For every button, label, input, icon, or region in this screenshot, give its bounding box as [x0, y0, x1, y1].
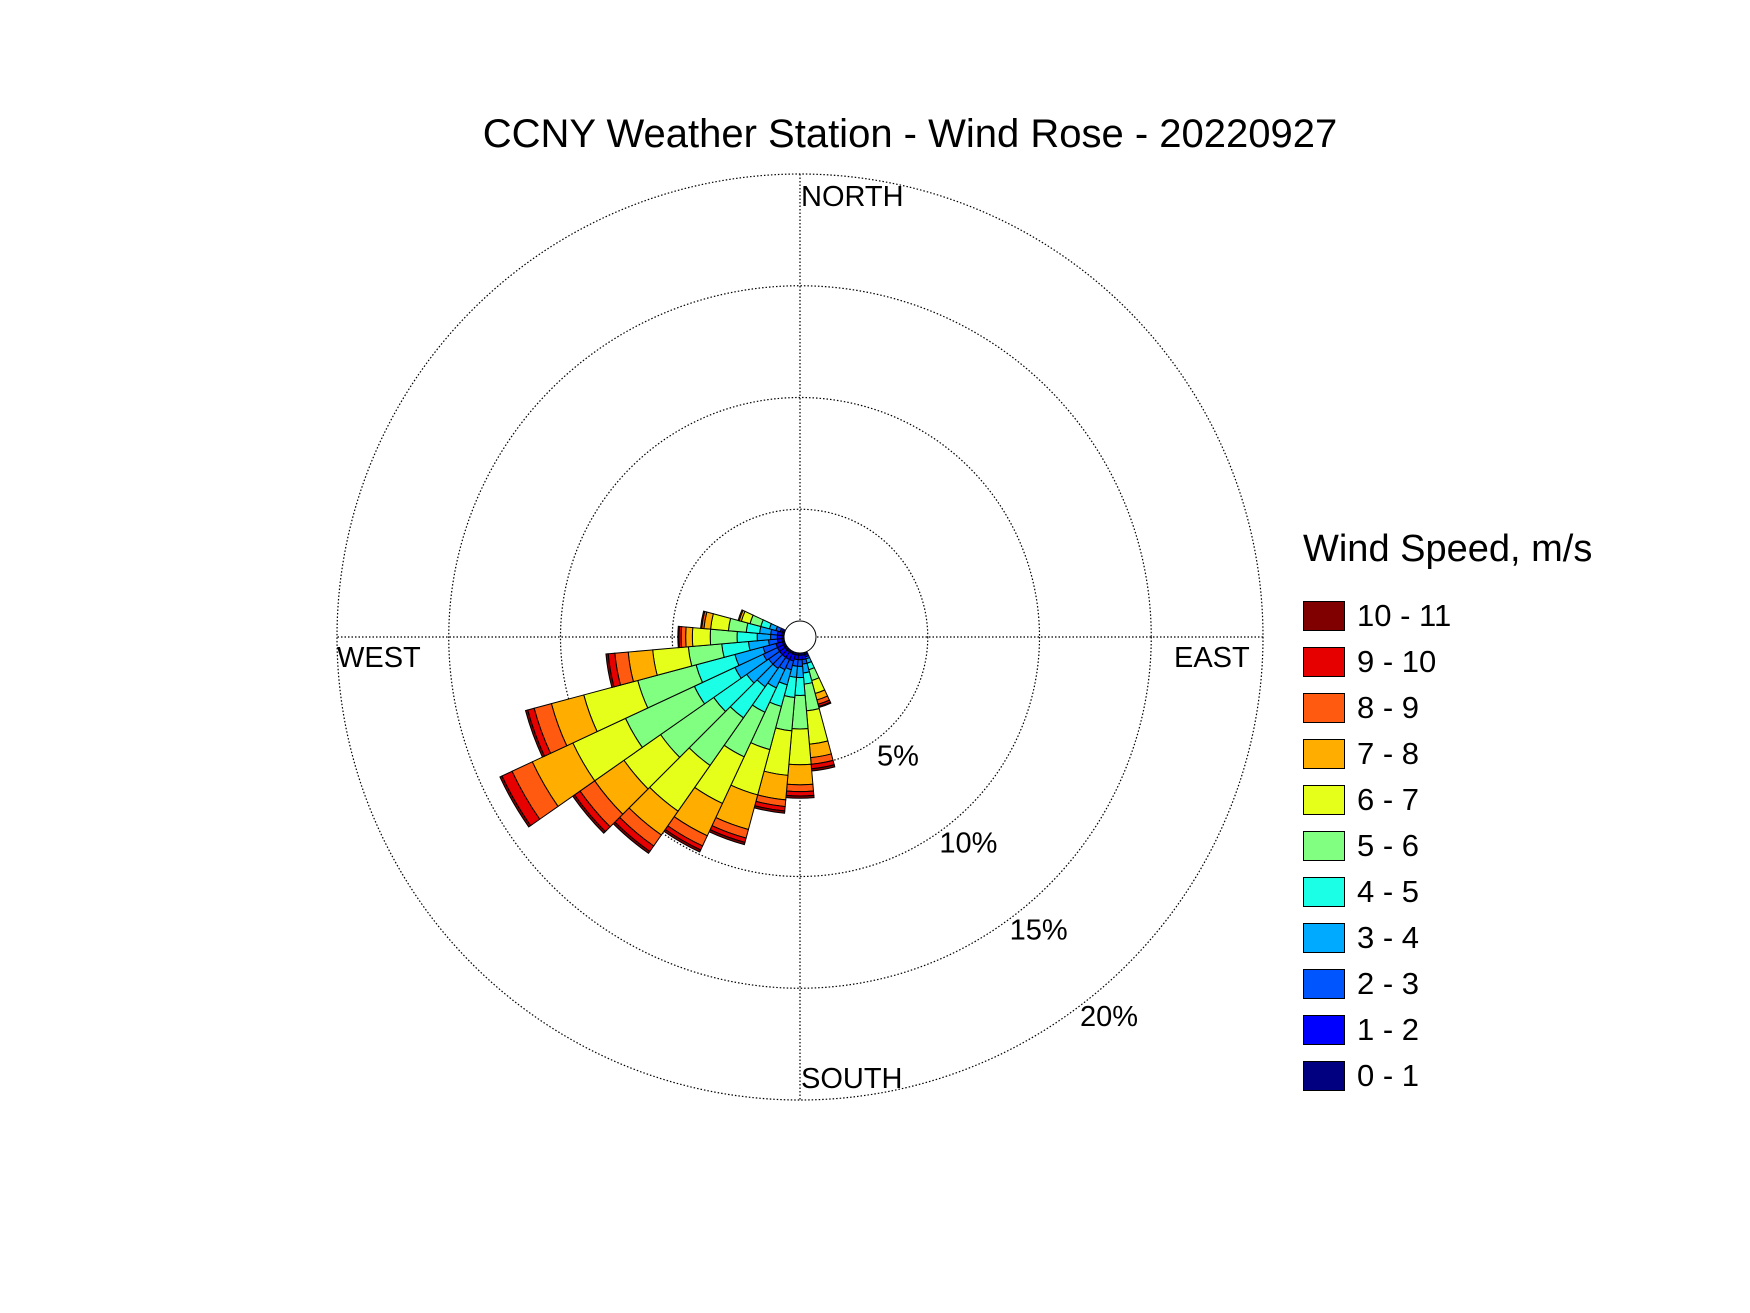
- legend-swatch: [1303, 693, 1345, 723]
- bar-segment-dir260-bin10: [605, 653, 615, 689]
- legend-item: 9 - 10: [1303, 639, 1592, 685]
- legend-item: 8 - 9: [1303, 685, 1592, 731]
- legend-label: 5 - 6: [1357, 828, 1420, 863]
- direction-label-north: NORTH: [801, 181, 904, 213]
- legend-swatch: [1303, 647, 1345, 677]
- radial-tick-label-3: 15%: [1010, 914, 1068, 946]
- legend-title: Wind Speed, m/s: [1303, 528, 1593, 570]
- grid-circle-3: [448, 285, 1152, 989]
- legend-label: 1 - 2: [1357, 1012, 1420, 1047]
- legend-items: 10 - 11 9 - 10 8 - 9 7 - 8 6 - 7 5 - 6 4 - 5 3 …: [1303, 593, 1592, 1099]
- legend-swatch: [1303, 785, 1345, 815]
- bar-segment-dir180-bin10: [785, 794, 815, 799]
- legend-swatch: [1303, 1061, 1345, 1091]
- legend-item: 7 - 8: [1303, 731, 1592, 777]
- legend-label: 6 - 7: [1357, 782, 1420, 817]
- bar-segment-dir240-bin10: [499, 775, 532, 828]
- bar-segment-dir170-bin6: [805, 707, 829, 745]
- legend-label: 8 - 9: [1357, 690, 1420, 725]
- radial-tick-labels: 5% 10% 15% 20%: [877, 741, 1138, 1034]
- legend-swatch: [1303, 877, 1345, 907]
- legend-item: 5 - 6: [1303, 823, 1592, 869]
- bar-segment-dir270-bin10: [677, 625, 680, 649]
- bar-segment-dir250-bin10: [524, 709, 546, 758]
- bar-segment-dir280-bin6: [710, 613, 732, 632]
- legend-swatch: [1303, 969, 1345, 999]
- bar-segment-dir270-bin8: [680, 626, 687, 648]
- wind-rose-bars: [499, 609, 836, 855]
- legend-swatch: [1303, 601, 1345, 631]
- direction-label-west: WEST: [337, 642, 421, 674]
- bar-segment-dir280-bin9: [700, 610, 706, 629]
- legend-label: 9 - 10: [1357, 644, 1437, 679]
- legend-item: 2 - 3: [1303, 961, 1592, 1007]
- legend-swatch: [1303, 739, 1345, 769]
- chart-title: CCNY Weather Station - Wind Rose - 20220…: [482, 112, 1338, 156]
- radial-tick-label-1: 5%: [877, 741, 919, 773]
- legend-item: 3 - 4: [1303, 915, 1592, 961]
- legend-label: 10 - 11: [1357, 598, 1452, 633]
- radial-tick-label-4: 20%: [1080, 1001, 1138, 1033]
- bar-segment-dir180-bin6: [788, 728, 812, 766]
- legend-swatch: [1303, 923, 1345, 953]
- legend-item: 6 - 7: [1303, 777, 1592, 823]
- bar-segment-dir180-bin8: [785, 783, 815, 793]
- radial-tick-label-2: 10%: [939, 828, 997, 860]
- legend-label: 3 - 4: [1357, 920, 1420, 955]
- legend-item: 1 - 2: [1303, 1007, 1592, 1053]
- legend: Wind Speed, m/s 10 - 11 9 - 10 8 - 9 7 - 8 6…: [1303, 528, 1592, 1099]
- bar-segment-dir270-bin6: [691, 627, 712, 647]
- legend-item: 0 - 1: [1303, 1053, 1592, 1099]
- legend-label: 2 - 3: [1357, 966, 1420, 1001]
- legend-label: 7 - 8: [1357, 736, 1420, 771]
- legend-label: 0 - 1: [1357, 1058, 1420, 1093]
- legend-item: 4 - 5: [1303, 869, 1592, 915]
- direction-label-south: SOUTH: [801, 1063, 903, 1095]
- center-hole: [783, 620, 817, 654]
- bar-segment-dir270-bin7: [685, 626, 694, 648]
- direction-label-east: EAST: [1174, 642, 1250, 674]
- grid-circle-2: [559, 396, 1041, 878]
- bar-segment-dir290-bin8: [737, 609, 744, 622]
- legend-swatch: [1303, 1015, 1345, 1045]
- legend-label: 4 - 5: [1357, 874, 1420, 909]
- bar-segment-dir180-bin7: [786, 763, 814, 786]
- legend-swatch: [1303, 831, 1345, 861]
- legend-item: 10 - 11: [1303, 593, 1592, 639]
